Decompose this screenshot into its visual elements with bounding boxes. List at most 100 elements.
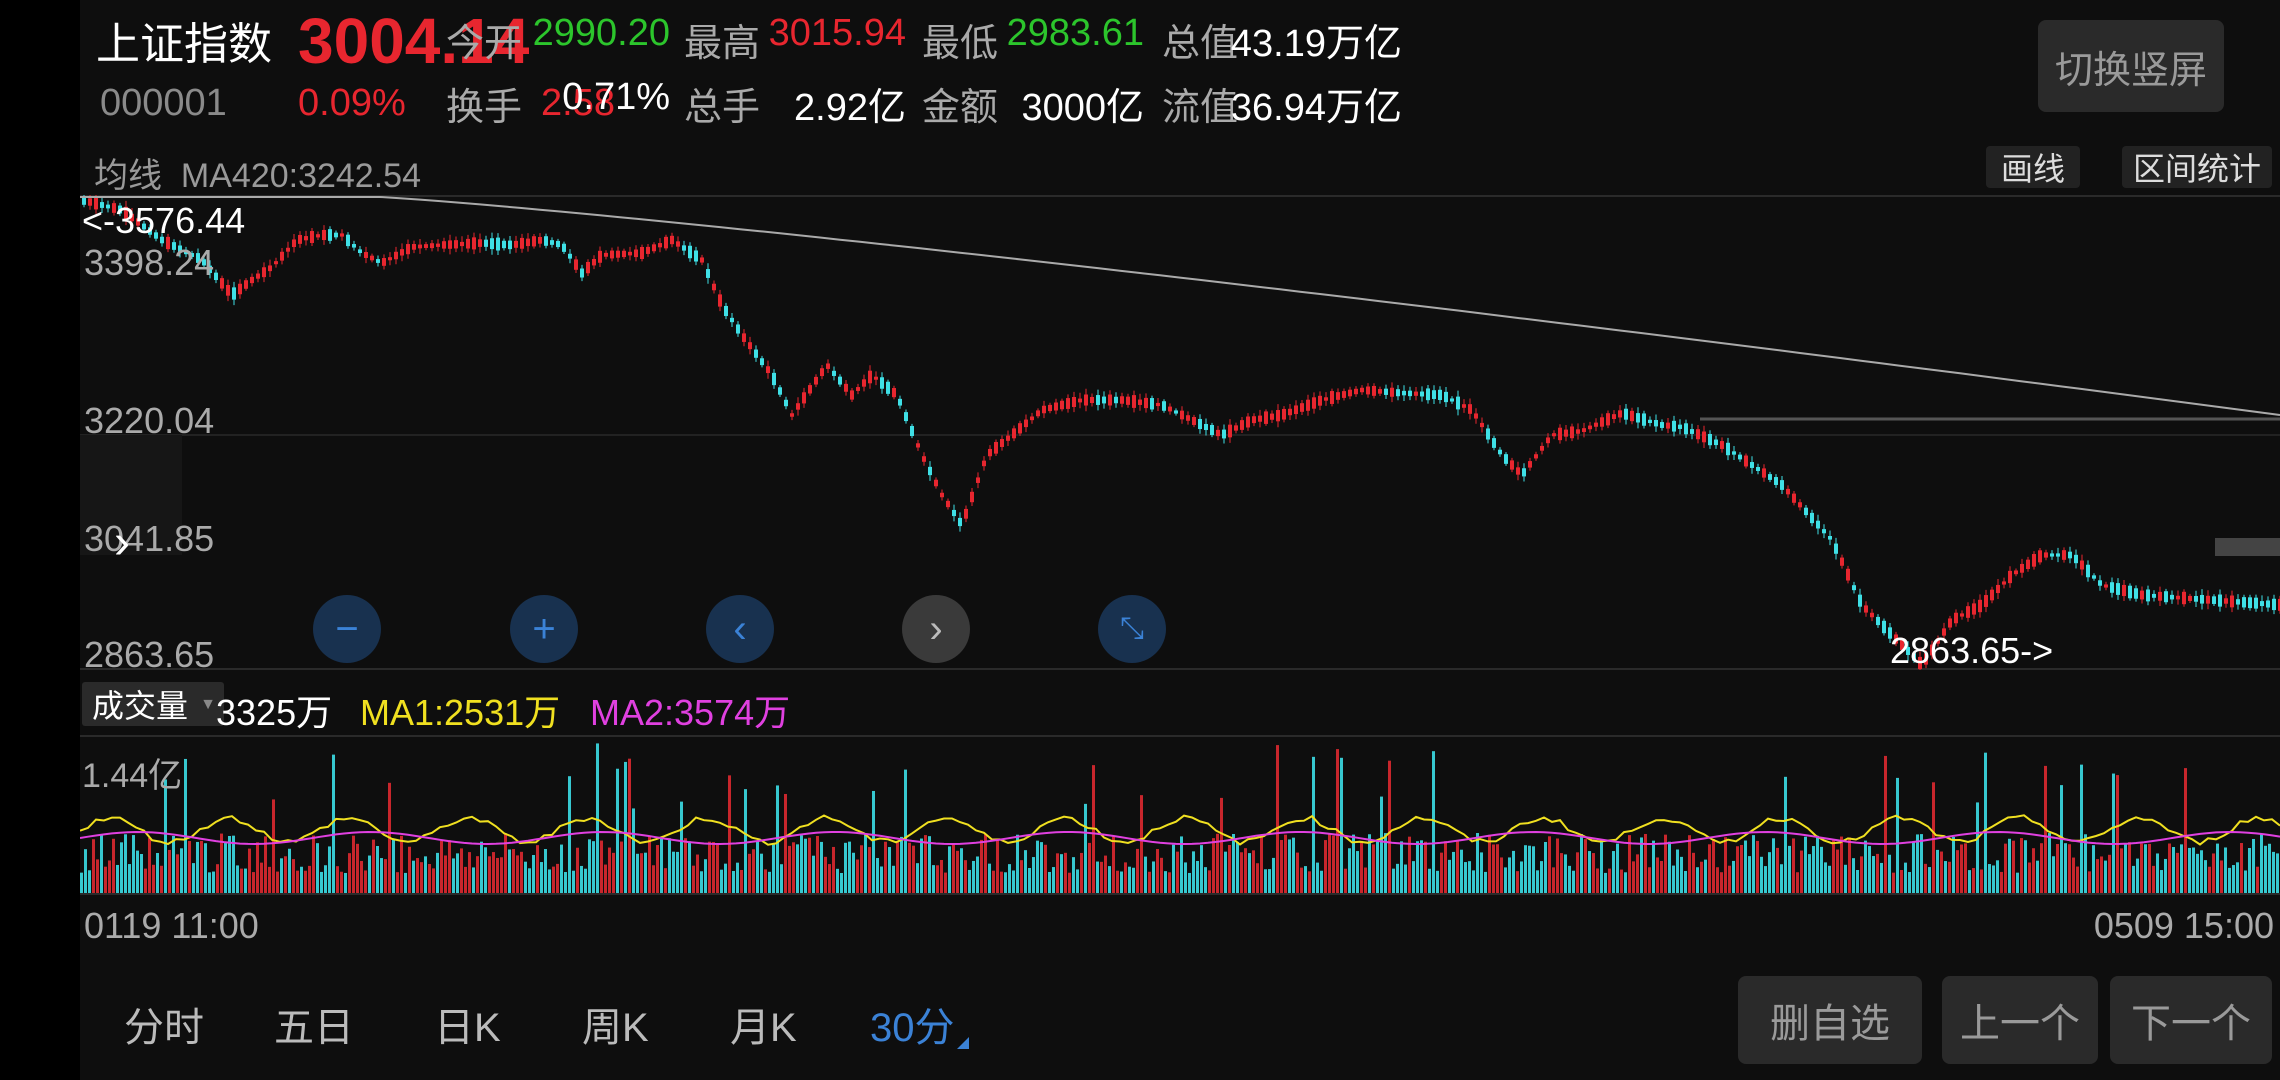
volume-bar [808,837,811,893]
stock-code: 000001 [100,82,227,124]
volume-bar [544,849,547,893]
candle-body [1318,395,1322,406]
candle-body [934,479,938,487]
volume-bar [1700,861,1703,893]
move-left-button[interactable]: ‹ [706,595,774,663]
volume-bar [1956,850,1959,893]
volume-bar [2132,865,2135,893]
candle-body [2206,595,2210,604]
volume-bar [580,865,583,893]
next-stock-button[interactable]: 下一个 [2110,976,2272,1064]
candle-body [1096,395,1100,405]
candle-body [262,267,266,278]
zoom-out-button[interactable]: − [313,595,381,663]
volume-bar [1112,836,1115,893]
volume-bar [2232,865,2235,893]
volume-bar [1696,867,1699,893]
candle-body [676,241,680,247]
candle-body [910,425,914,437]
zoom-in-button[interactable]: + [510,595,578,663]
volume-bar [232,835,235,893]
volume-bar [228,835,231,893]
chevron-right-icon[interactable]: › [114,516,130,569]
previous-stock-button[interactable]: 上一个 [1942,976,2098,1064]
tab-five-day[interactable]: 五日 [274,1006,354,1050]
volume-bar [1396,863,1399,893]
volume-bar [1788,845,1791,893]
candle-body [1918,656,1922,670]
tab-intraday[interactable]: 分时 [124,1006,204,1050]
volume-bar [508,849,511,893]
ma-info: 均线 MA420:3242.54 [94,148,421,197]
indicator-select[interactable]: 成交量 ▼ [82,682,225,726]
volume-bar [1564,854,1567,893]
volume-bar [1348,848,1351,893]
candle-body [1468,404,1472,414]
candle-body [1360,387,1364,393]
volume-bar [1388,760,1391,893]
volume-bar [1532,846,1535,893]
volume-bar [968,869,971,893]
volume-bar [1308,871,1311,893]
candle-body [1816,520,1820,529]
candle-body [964,508,968,519]
volume-bar [1824,862,1827,893]
volume-bar [1540,861,1543,893]
range-stats-button[interactable]: 区间统计 [2122,146,2272,188]
draw-line-button[interactable]: 画线 [1986,146,2080,188]
volume-bar [1108,866,1111,893]
volume-bar [1672,865,1675,893]
volume-current: 3325万 [216,692,333,733]
volume-bar [736,862,739,893]
candle-body [718,294,722,307]
volume-bar [468,852,471,893]
volume-chart[interactable] [80,735,2280,895]
volume-bar [244,868,247,893]
candle-body [2164,591,2168,603]
volume-bar [1776,847,1779,893]
volume-bar [644,852,647,893]
volume-bar [1236,841,1239,893]
switch-portrait-button[interactable]: 切换竖屏 [2038,20,2224,112]
volume-bar [1488,834,1491,893]
candle-body [550,240,554,245]
tab-daily-k[interactable]: 日K [434,1006,501,1050]
candle-body [1852,585,1856,591]
volume-bar [1568,865,1571,893]
volume-bar [552,866,555,893]
volume-bar [1876,853,1879,893]
volume-bar [1548,836,1551,893]
candle-body [430,243,434,249]
candle-body [1666,422,1670,429]
tab-30min[interactable]: 30分 [870,995,969,1053]
volume-bar [1040,842,1043,893]
volume-bar [1128,866,1131,893]
price-chart[interactable] [80,195,2280,670]
volume-bar [564,872,567,893]
candle-body [2254,597,2258,609]
volume-bar [500,857,503,893]
volume-bar [1304,866,1307,893]
volume-bar [1320,870,1323,893]
ma-value: MA420:3242.54 [180,157,421,195]
volume-bar [328,846,331,893]
volume-bar [1712,839,1715,893]
remove-watchlist-button[interactable]: 删自选 [1738,976,1922,1064]
volume-bar [1008,864,1011,893]
volume-bar [304,870,307,893]
volume-bar [600,840,603,893]
volume-bar [536,845,539,893]
reset-zoom-button[interactable]: ⤡ [1098,595,1166,663]
tab-monthly-k[interactable]: 月K [730,1006,797,1050]
low-marker: 2863.65-> [1890,630,2054,671]
volume-bar [1900,869,1903,893]
candle-body [748,342,752,350]
volume-bar [352,835,355,893]
candle-body [1888,627,1892,639]
volume-bar [1924,863,1927,893]
volume-bar [1624,872,1627,893]
move-right-button[interactable]: › [902,595,970,663]
tab-weekly-k[interactable]: 周K [582,1006,649,1050]
volume-bar [1264,869,1267,893]
volume-bar [1444,841,1447,893]
